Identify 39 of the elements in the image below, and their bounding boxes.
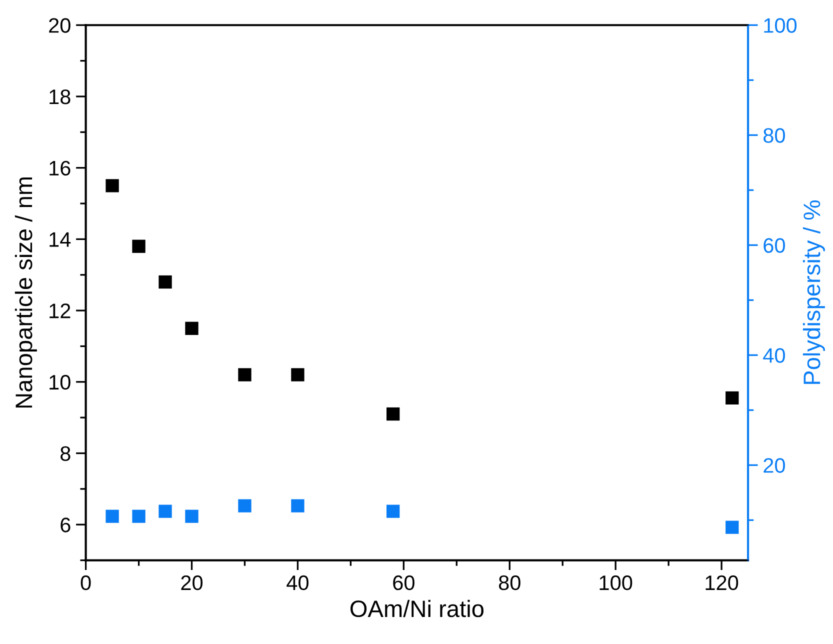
point bbox=[291, 368, 304, 382]
y2-tick-label: 40 bbox=[763, 348, 785, 363]
y-tick-label: 8 bbox=[60, 446, 70, 461]
x-tick-label: 60 bbox=[393, 575, 414, 590]
y-axis-title: Nanoparticle size / nm bbox=[14, 177, 37, 408]
point bbox=[132, 240, 146, 253]
y-tick-label: 10 bbox=[50, 374, 70, 390]
y2-tick-label: 20 bbox=[764, 458, 785, 473]
point bbox=[726, 391, 739, 405]
x-tick-label: 20 bbox=[181, 575, 203, 590]
point bbox=[726, 520, 739, 534]
point bbox=[158, 275, 172, 289]
point bbox=[238, 368, 252, 382]
point bbox=[132, 510, 146, 523]
point bbox=[185, 322, 198, 335]
y-tick-label: 18 bbox=[50, 89, 70, 104]
x-tick-label: 40 bbox=[286, 575, 308, 590]
point bbox=[386, 504, 400, 518]
point bbox=[106, 179, 119, 192]
y-tick-label: 16 bbox=[50, 160, 70, 176]
point bbox=[185, 510, 198, 523]
x-tick-label: 120 bbox=[706, 575, 738, 590]
y-tick-label: 6 bbox=[60, 518, 70, 532]
point bbox=[106, 510, 119, 523]
x-tick-label: 0 bbox=[80, 575, 91, 590]
y2-tick-label: 100 bbox=[764, 18, 797, 33]
y2-axis-title: Polydispersity / % bbox=[802, 200, 825, 384]
y-tick-label: 14 bbox=[50, 232, 71, 247]
point bbox=[291, 499, 304, 512]
y-tick-label: 20 bbox=[49, 18, 70, 33]
x-axis-title: OAm/Ni ratio bbox=[350, 600, 484, 618]
y2-tick-label: 80 bbox=[764, 128, 785, 143]
y2-tick-label: 60 bbox=[764, 238, 785, 253]
point bbox=[386, 407, 400, 421]
point bbox=[158, 504, 172, 518]
x-tick-label: 100 bbox=[600, 575, 632, 590]
y-tick-label: 12 bbox=[50, 304, 70, 318]
point bbox=[238, 499, 252, 512]
x-tick-label: 80 bbox=[498, 575, 520, 590]
